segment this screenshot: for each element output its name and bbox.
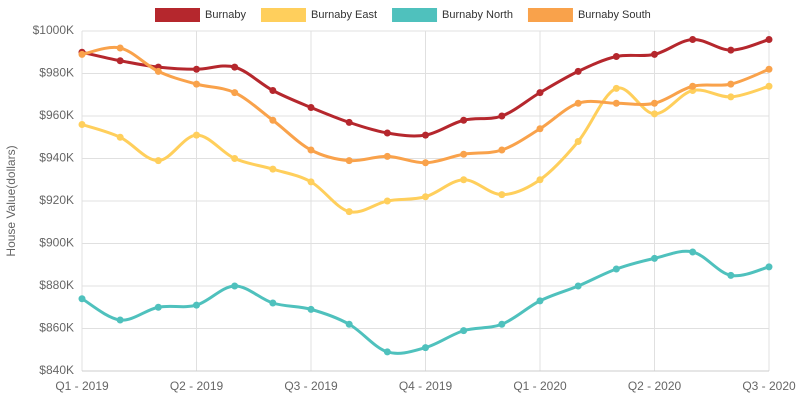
data-point [231, 89, 239, 97]
data-point [345, 320, 353, 328]
data-point [269, 299, 277, 307]
legend-label: Burnaby [205, 9, 246, 21]
data-point [154, 157, 162, 165]
x-tick-label: Q1 - 2020 [513, 379, 567, 393]
data-point [765, 65, 773, 73]
data-point [231, 63, 239, 71]
data-point [422, 344, 429, 352]
data-point [193, 131, 200, 139]
data-point [383, 152, 391, 160]
y-tick-label: $920K [39, 193, 74, 207]
x-tick-label: Q2 - 2020 [628, 379, 682, 393]
data-point [689, 248, 697, 256]
x-tick-label: Q2 - 2019 [170, 379, 224, 393]
data-point [612, 53, 620, 60]
data-point [383, 197, 391, 205]
data-point [307, 178, 315, 186]
data-point [154, 67, 162, 75]
data-point [765, 36, 773, 43]
data-point [116, 133, 124, 141]
y-tick-label: $940K [39, 151, 74, 165]
data-point [116, 316, 124, 324]
data-point [574, 99, 582, 107]
data-point [78, 50, 86, 58]
data-point [154, 303, 162, 311]
data-point [651, 50, 658, 58]
data-point [383, 129, 391, 137]
legend-label: Burnaby North [442, 9, 513, 21]
data-point [689, 36, 697, 43]
data-point [651, 254, 658, 262]
data-point [307, 104, 315, 111]
data-point [78, 121, 86, 128]
y-tick-label: $860K [39, 321, 74, 335]
data-point [498, 191, 506, 199]
data-point [269, 116, 277, 124]
data-point [651, 99, 658, 107]
data-point [116, 44, 124, 52]
data-point [536, 176, 544, 184]
data-point [460, 150, 468, 158]
data-point [727, 80, 735, 88]
data-point [345, 208, 353, 216]
data-point [536, 125, 544, 133]
data-point [536, 89, 544, 97]
data-point [307, 146, 315, 154]
legend-label: Burnaby South [578, 9, 651, 21]
data-point [231, 155, 239, 162]
data-point [345, 118, 353, 126]
y-tick-label: $980K [39, 66, 74, 80]
data-point [689, 82, 697, 90]
data-point [460, 116, 468, 124]
legend-swatch [260, 8, 306, 22]
legend-swatch [527, 8, 573, 22]
data-point [383, 348, 391, 356]
data-point [193, 65, 200, 73]
data-point [269, 165, 277, 173]
data-point [727, 46, 735, 54]
data-point [269, 87, 277, 94]
data-point [422, 159, 429, 167]
data-point [460, 176, 468, 184]
y-tick-label: $1000K [33, 23, 74, 37]
data-point [536, 297, 544, 305]
y-tick-label: $960K [39, 108, 74, 122]
data-point [231, 282, 239, 290]
y-axis-title: House Value(dollars) [4, 145, 18, 256]
data-point [498, 112, 506, 120]
data-point [574, 138, 582, 145]
data-point [574, 67, 582, 75]
data-point [612, 84, 620, 92]
data-point [765, 82, 773, 90]
data-point [612, 265, 620, 273]
data-point [612, 99, 620, 107]
legend-label: Burnaby East [311, 9, 377, 21]
data-point [498, 320, 506, 328]
data-point [345, 157, 353, 165]
data-point [765, 263, 773, 271]
x-tick-label: Q3 - 2019 [284, 379, 338, 393]
data-point [116, 57, 124, 65]
data-point [78, 295, 86, 303]
x-tick-label: Q4 - 2019 [399, 379, 453, 393]
y-tick-label: $840K [39, 363, 74, 377]
data-point [193, 301, 200, 309]
y-tick-label: $900K [39, 236, 74, 250]
data-point [460, 327, 468, 335]
data-point [727, 271, 735, 279]
legend-swatch [155, 8, 200, 22]
data-point [193, 80, 200, 88]
data-point [498, 146, 506, 154]
data-point [422, 131, 429, 139]
data-point [651, 110, 658, 118]
y-tick-label: $880K [39, 278, 74, 292]
data-point [574, 282, 582, 290]
data-point [422, 193, 429, 201]
x-tick-label: Q3 - 2020 [742, 379, 796, 393]
data-point [307, 305, 315, 313]
legend-swatch [392, 8, 438, 22]
x-tick-label: Q1 - 2019 [55, 379, 109, 393]
data-point [727, 93, 735, 101]
